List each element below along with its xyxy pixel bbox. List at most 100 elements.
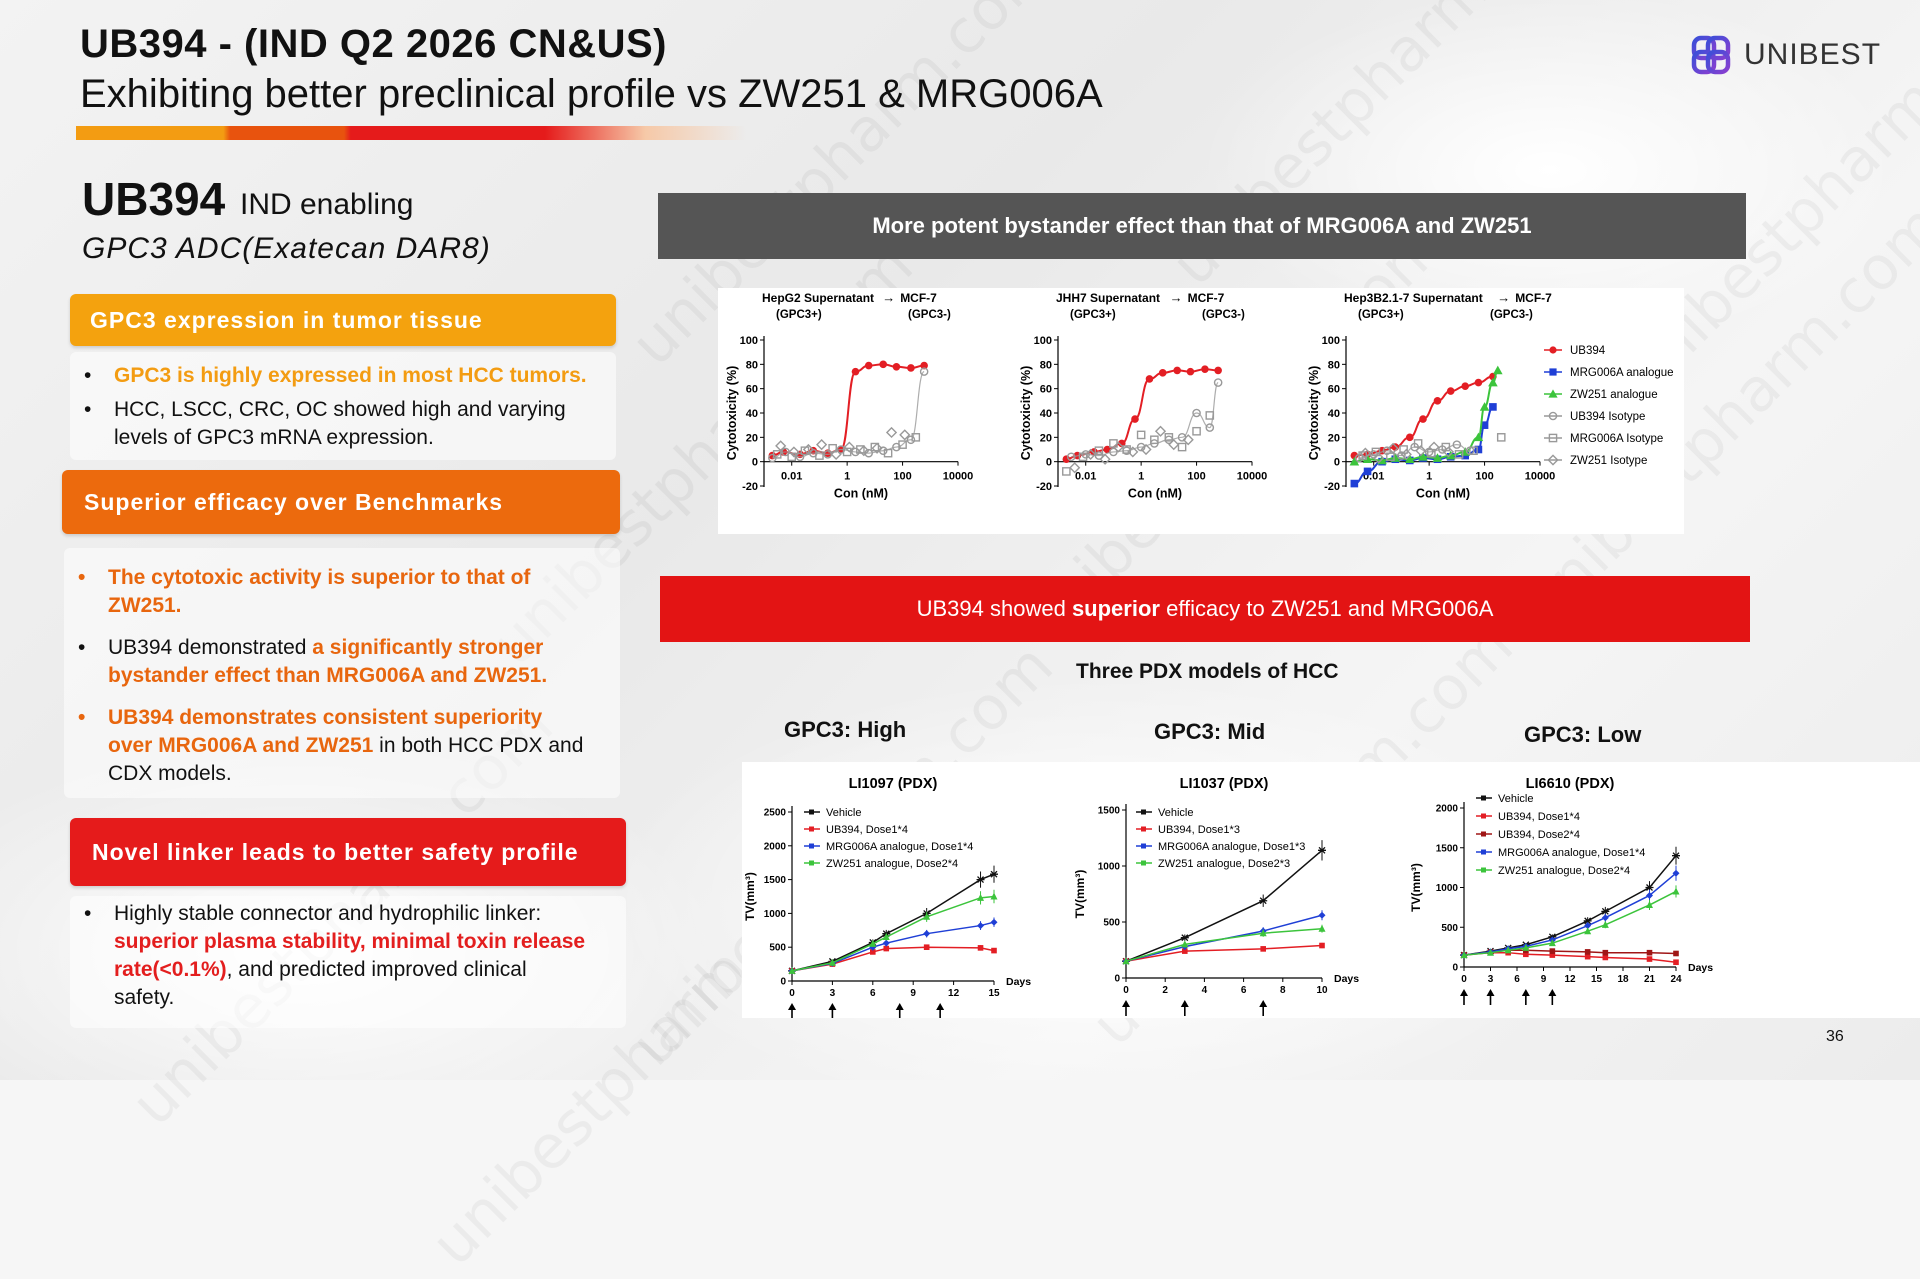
data-point <box>1131 415 1139 423</box>
legend-item: MRG006A analogue <box>1544 367 1674 379</box>
legend-label: UB394 Isotype <box>1570 411 1645 423</box>
data-point <box>1127 446 1139 458</box>
data-point <box>1214 366 1222 375</box>
x-axis-label: Con (nM) <box>1128 487 1182 501</box>
y-tick-label: 1000 <box>1436 883 1459 894</box>
product-name: UB394 <box>82 173 226 225</box>
page-number: 36 <box>1826 1028 1844 1045</box>
data-point <box>1432 453 1443 462</box>
dose-arrow-icon <box>1460 989 1468 1005</box>
company-logo: UNIBEST <box>1688 32 1881 78</box>
data-point <box>836 445 846 454</box>
data-point <box>1646 956 1653 962</box>
data-point <box>1404 454 1415 464</box>
data-point <box>1601 907 1610 915</box>
series-ub394 <box>789 944 997 974</box>
legend-marker <box>1481 813 1486 819</box>
bullet-item: • GPC3 is highly expressed in most HCC tu… <box>70 362 616 390</box>
legend-item: ZW251 analogue <box>1544 389 1658 401</box>
data-point <box>843 441 855 453</box>
legend-item: MRG006A analogue, Dose1*4 <box>804 841 973 853</box>
data-point <box>1164 433 1174 442</box>
data-point <box>882 933 890 941</box>
data-point <box>977 922 985 930</box>
data-point <box>851 367 860 376</box>
x-tick-label: 4 <box>1202 985 1208 996</box>
legend-item: Vehicle <box>1476 793 1533 805</box>
data-point <box>1318 846 1326 854</box>
data-point <box>1474 378 1483 387</box>
data-point <box>1066 452 1076 462</box>
x-axis-label: Days <box>1334 973 1359 985</box>
arrow-head <box>1548 989 1557 996</box>
data-point <box>1548 389 1558 398</box>
legend-item: Vehicle <box>1136 807 1193 819</box>
data-point <box>1122 957 1130 965</box>
bullet-text: The cytotoxic activity is superior to th… <box>108 566 531 617</box>
legend-item: Vehicle <box>804 807 861 819</box>
data-point <box>1473 432 1484 442</box>
legend-item: ZW251 analogue, Dose2*4 <box>1476 865 1630 877</box>
legend-label: MRG006A analogue <box>1570 367 1674 379</box>
data-point <box>1489 403 1497 411</box>
cytotoxicity-chart: HepG2 Supernatant → MCF-7 (GPC3+) (GPC3-) -20… <box>725 290 973 501</box>
data-point <box>1350 479 1359 488</box>
data-point <box>977 893 985 901</box>
data-point <box>1419 415 1427 423</box>
x-axis-label: Con (nM) <box>1416 487 1470 501</box>
legend-marker <box>1141 843 1146 849</box>
arrow-head <box>828 1003 837 1010</box>
dose-arrow-icon <box>1548 989 1557 1005</box>
data-point <box>1583 917 1592 925</box>
dose-arrow-icon <box>1180 1000 1189 1016</box>
x-tick-label: 0.01 <box>1075 471 1096 483</box>
x-tick-label: 1 <box>844 471 850 483</box>
dose-arrow-icon <box>1122 1000 1130 1016</box>
data-point <box>885 426 898 439</box>
data-point <box>864 361 873 370</box>
data-point <box>898 440 907 449</box>
x-tick-label: 100 <box>1475 471 1493 483</box>
legend-label: ZW251 analogue <box>1570 389 1658 401</box>
legend-label: UB394, Dose1*4 <box>1498 811 1580 823</box>
legend-item: UB394, Dose1*4 <box>1476 811 1580 823</box>
x-tick-label: 15 <box>1591 974 1603 985</box>
legend-item: ZW251 analogue, Dose2*4 <box>804 858 958 870</box>
data-point <box>788 966 796 974</box>
y-tick-label: 1500 <box>1436 843 1459 854</box>
bullet-list: • The cytotoxic activity is superior to t… <box>64 548 620 788</box>
legend-label: Vehicle <box>826 807 861 819</box>
data-point <box>1094 451 1104 460</box>
y-axis-label: Cytotoxicity (%) <box>1019 366 1033 460</box>
dose-arrow-icon <box>828 1003 837 1019</box>
bullet-item: • UB394 demonstrates consistent superiori… <box>64 704 590 788</box>
data-point <box>1180 934 1189 942</box>
data-point <box>899 429 911 441</box>
y-tick-label: 1000 <box>764 909 787 920</box>
data-point <box>1547 454 1559 466</box>
data-point <box>1397 451 1406 460</box>
legend-marker <box>1481 831 1486 837</box>
chart-sub-left: (GPC3+) <box>1070 309 1116 321</box>
data-point <box>1081 450 1091 459</box>
arrow-head <box>895 1003 904 1010</box>
series-zw251 <box>788 889 998 974</box>
bullet-text: UB394 demonstrates consistent superiorit… <box>108 706 543 757</box>
data-point <box>1548 433 1558 443</box>
bullet-dot: • <box>78 636 86 659</box>
data-point <box>1201 365 1209 373</box>
data-point <box>1673 950 1679 957</box>
y-tick-label: 1000 <box>1098 862 1121 873</box>
legend-marker <box>1141 809 1146 815</box>
x-axis-label: Days <box>1688 962 1713 974</box>
x-tick-label: 10000 <box>943 471 974 483</box>
arrow-head <box>1259 1000 1268 1007</box>
data-point <box>1158 369 1167 377</box>
y-tick-label: 500 <box>769 943 786 954</box>
bullet-item: • UB394 demonstrated a significantly stro… <box>64 634 590 690</box>
data-point <box>1672 869 1680 877</box>
chart-title-left: Hep3B2.1-7 Supernatant <box>1344 291 1483 305</box>
series-line <box>1125 944 1323 962</box>
x-tick-label: 24 <box>1670 974 1682 985</box>
y-tick-label: 500 <box>1103 918 1120 929</box>
